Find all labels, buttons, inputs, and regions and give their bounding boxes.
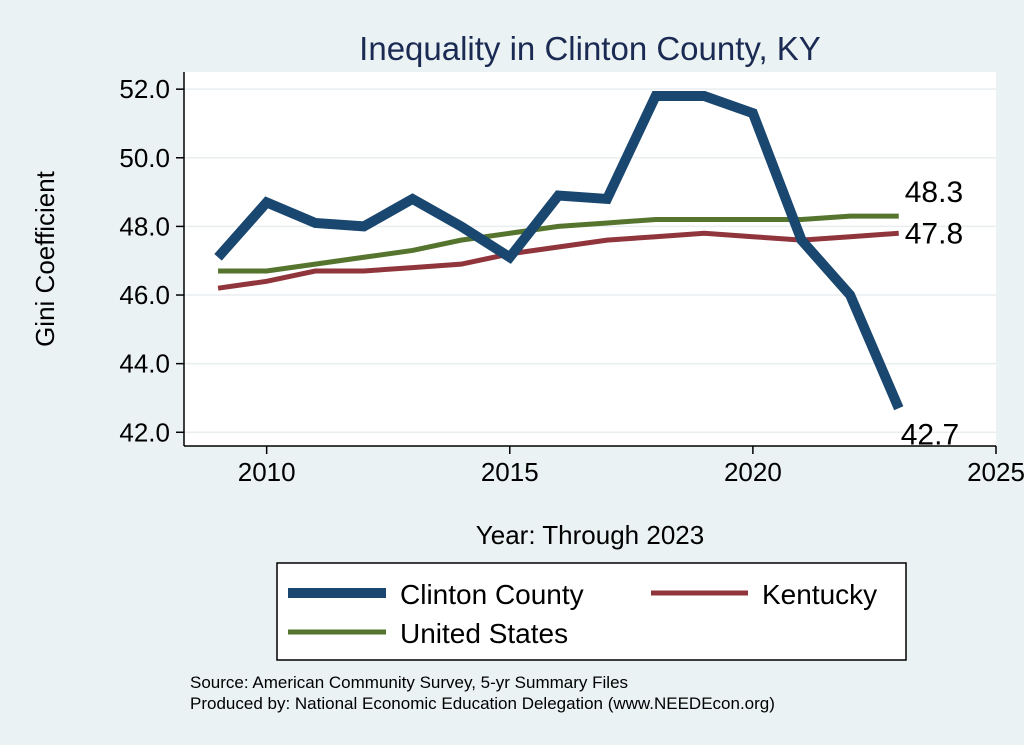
series-line-kentucky [217,230,899,291]
produced-by-line: Produced by: National Economic Education… [190,694,775,713]
series-line-united-states [218,213,899,274]
source-line: Source: American Community Survey, 5-yr … [190,673,628,692]
x-tick-label: 2015 [481,457,539,487]
legend: Clinton County Kentucky United States [276,562,907,661]
legend-label-kentucky: Kentucky [762,579,877,610]
y-tick-label: 48.0 [119,211,170,241]
plot-area [184,72,996,446]
chart-title: Inequality in Clinton County, KY [359,30,821,67]
y-tick-label: 52.0 [119,74,170,104]
x-axis-title: Year: Through 2023 [476,520,704,550]
x-tick-label: 2020 [724,457,782,487]
end-labels: 42.7 47.8 48.3 [901,176,963,451]
y-tick-label: 42.0 [119,417,170,447]
y-ticks: 42.0 44.0 46.0 48.0 50.0 52.0 [119,74,184,447]
y-tick-label: 50.0 [119,143,170,173]
series-line-clinton-county [214,91,904,411]
legend-label-clinton-county: Clinton County [400,579,584,610]
x-ticks: 2010 2015 2020 2025 [238,446,1024,487]
y-axis-title: Gini Coefficient [30,170,60,347]
x-tick-label: 2010 [238,457,296,487]
y-tick-label: 46.0 [119,280,170,310]
end-label-united-states: 48.3 [905,176,963,209]
legend-label-united-states: United States [400,618,568,649]
y-tick-label: 44.0 [119,349,170,379]
series-lines [214,91,904,411]
end-label-clinton-county: 42.7 [901,418,959,451]
end-label-kentucky: 47.8 [905,217,963,250]
x-tick-label: 2025 [967,457,1024,487]
legend-box [276,562,907,661]
